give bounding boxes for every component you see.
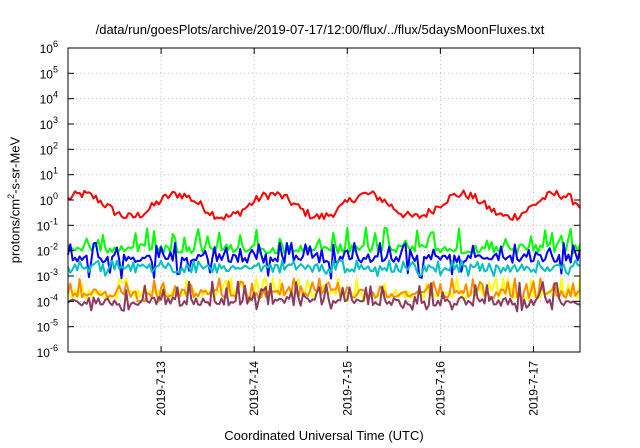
series-line: [67, 189, 581, 221]
y-tick-label: 105: [40, 64, 58, 81]
grid-layer: [68, 48, 580, 352]
x-axis-label: Coordinated Universal Time (UTC): [224, 428, 424, 443]
series-layer: [67, 189, 581, 313]
tick-layer: 106 105 104 103 102 101 100 10-1 10-2 10-3 10-4 10-…: [37, 39, 580, 416]
series-line: [67, 277, 581, 303]
x-tick-label: 2019-7-14: [247, 361, 261, 416]
chart-title: /data/run/goesPlots/archive/2019-07-17/1…: [95, 22, 545, 37]
y-tick-label: 100: [40, 191, 58, 208]
y-tick-label: 10-2: [37, 242, 58, 259]
series-line: [67, 226, 581, 255]
y-tick-label: 101: [40, 166, 58, 183]
y-tick-label: 10-1: [37, 216, 58, 233]
y-tick-label: 10-5: [37, 318, 58, 335]
x-tick-label: 2019-7-17: [526, 361, 540, 416]
series-line: [67, 280, 581, 313]
y-tick-label: 10-4: [37, 292, 58, 309]
x-tick-label: 2019-7-16: [433, 361, 447, 416]
y-tick-label: 10-3: [37, 267, 58, 284]
y-tick-label: 10-6: [37, 343, 58, 360]
y-tick-label: 103: [40, 115, 58, 132]
x-tick-label: 2019-7-15: [340, 361, 354, 416]
x-tick-label: 2019-7-13: [154, 361, 168, 416]
y-tick-label: 104: [40, 90, 58, 107]
series-line: [67, 259, 581, 277]
y-tick-label: 106: [40, 39, 58, 56]
y-tick-label: 102: [40, 140, 58, 157]
series-line: [67, 242, 581, 280]
